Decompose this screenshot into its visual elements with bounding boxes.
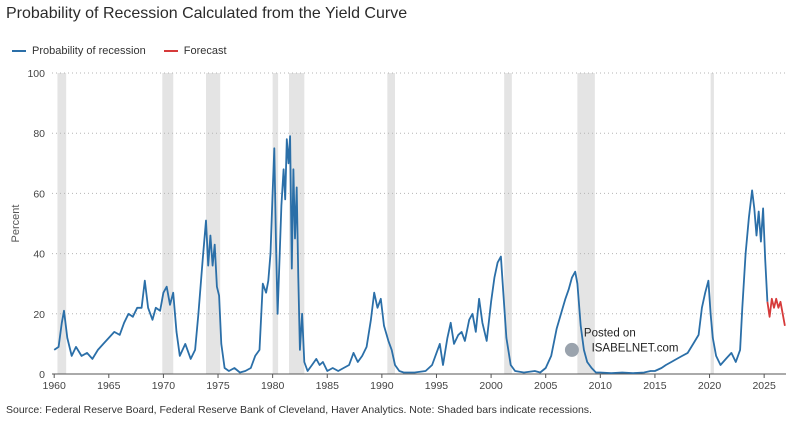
x-tick-label: 2025 bbox=[752, 380, 776, 392]
legend-label-probability: Probability of recession bbox=[32, 45, 146, 57]
globe-icon bbox=[564, 342, 579, 357]
legend: Probability of recession Forecast bbox=[12, 45, 227, 57]
y-axis-label: Percent bbox=[10, 205, 22, 243]
recession-bar bbox=[57, 73, 67, 374]
x-tick-label: 1960 bbox=[43, 380, 67, 392]
x-tick-label: 2010 bbox=[589, 380, 613, 392]
y-tick-label: 0 bbox=[39, 369, 45, 381]
x-tick-label: 1965 bbox=[97, 380, 121, 392]
legend-label-forecast: Forecast bbox=[183, 45, 227, 57]
watermark-line1: Posted on bbox=[584, 327, 636, 339]
x-tick-label: 2020 bbox=[698, 380, 722, 392]
chart-title: Probability of Recession Calculated from… bbox=[6, 5, 408, 22]
legend-swatch-forecast bbox=[163, 50, 178, 52]
recession-bar bbox=[206, 73, 221, 374]
legend-swatch-probability bbox=[12, 50, 26, 52]
recession-bar bbox=[162, 73, 174, 374]
series-line-probability bbox=[53, 135, 769, 374]
x-tick-label: 2015 bbox=[643, 380, 667, 392]
recession-bar bbox=[710, 73, 714, 374]
x-tick-label: 1980 bbox=[261, 380, 285, 392]
watermark-line2: ISABELNET.com bbox=[592, 342, 679, 354]
y-tick-label: 20 bbox=[33, 309, 45, 321]
y-tick-label: 80 bbox=[33, 128, 45, 140]
x-tick-label: 1990 bbox=[370, 380, 394, 392]
recession-bar bbox=[387, 73, 395, 374]
source-note: Source: Federal Reserve Board, Federal R… bbox=[6, 404, 592, 416]
x-tick-label: 1975 bbox=[206, 380, 230, 392]
recession-bar bbox=[577, 73, 595, 374]
y-tick-label: 100 bbox=[27, 68, 45, 80]
series-line-forecast bbox=[766, 297, 786, 326]
x-tick-label: 2005 bbox=[534, 380, 558, 392]
recession-bar bbox=[504, 73, 512, 374]
y-tick-label: 40 bbox=[33, 249, 45, 261]
x-tick-label: 1995 bbox=[425, 380, 449, 392]
y-tick-label: 60 bbox=[33, 188, 45, 200]
x-tick-label: 1970 bbox=[152, 380, 176, 392]
legend-item-probability: Probability of recession bbox=[12, 45, 146, 57]
x-tick-label: 2000 bbox=[479, 380, 503, 392]
x-tick-label: 1985 bbox=[316, 380, 340, 392]
legend-item-forecast: Forecast bbox=[163, 45, 227, 57]
